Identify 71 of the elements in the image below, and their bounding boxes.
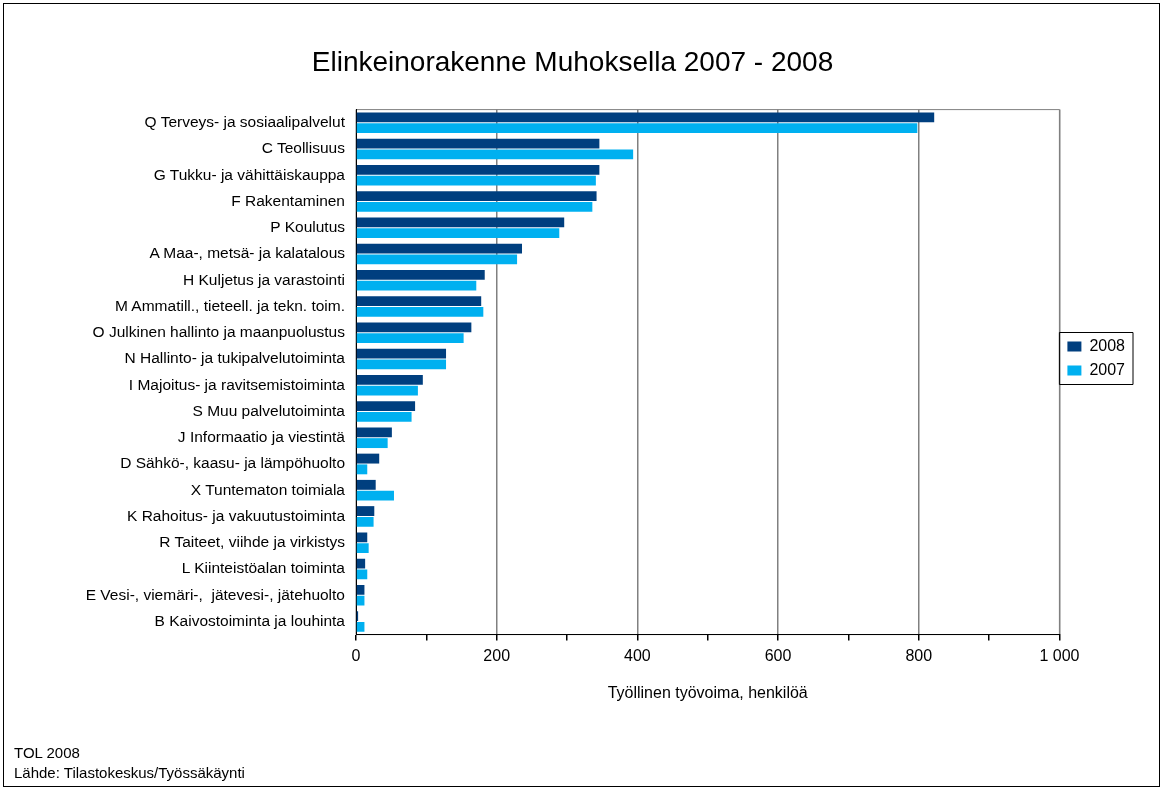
bar bbox=[356, 201, 593, 212]
y-tick-label: O Julkinen hallinto ja maanpuolustus bbox=[92, 323, 346, 341]
bar bbox=[356, 506, 375, 517]
y-tick-label: L Kiinteistöalan toiminta bbox=[181, 559, 346, 577]
y-tick-label: B Kaivostoiminta ja louhinta bbox=[154, 611, 346, 629]
y-tick-label: H Kuljetus ja varastointi bbox=[183, 270, 345, 288]
x-tick-label: 1 000 bbox=[1039, 646, 1080, 664]
y-tick-label: K Rahoitus- ja vakuutustoiminta bbox=[127, 506, 346, 524]
y-tick-label: E Vesi-, viemäri-, jätevesi-, jätehuolto bbox=[85, 585, 345, 603]
x-tick-label: 200 bbox=[483, 646, 511, 664]
bar bbox=[356, 191, 597, 202]
bar bbox=[356, 306, 484, 317]
y-tick-label: G Tukku- ja vähittäiskauppa bbox=[153, 165, 346, 183]
y-tick-label: X Tuntematon toimiala bbox=[190, 480, 346, 498]
bar bbox=[356, 217, 565, 228]
bar bbox=[356, 138, 600, 149]
bar bbox=[356, 490, 394, 501]
bar bbox=[356, 359, 447, 370]
bar bbox=[356, 569, 368, 580]
y-tick-label: J Informaatio ja viestintä bbox=[177, 428, 346, 446]
bar bbox=[356, 243, 522, 254]
bar bbox=[356, 254, 518, 265]
bar bbox=[356, 464, 368, 475]
bar bbox=[356, 438, 388, 449]
x-tick-label: 0 bbox=[351, 646, 361, 664]
y-tick-label: N Hallinto- ja tukipalvelutoiminta bbox=[124, 349, 346, 367]
bar bbox=[356, 401, 416, 412]
bar bbox=[356, 558, 366, 569]
bar bbox=[356, 123, 918, 134]
y-tick-label: P Koulutus bbox=[270, 218, 346, 236]
bar bbox=[356, 516, 374, 527]
y-tick-label: S Muu palvelutoiminta bbox=[192, 401, 346, 419]
bar bbox=[356, 543, 369, 554]
text: TOL 2008 bbox=[14, 743, 81, 763]
bar bbox=[356, 269, 485, 280]
chart-title: Elinkeinorakenne Muhoksella 2007 - 2008 bbox=[311, 45, 834, 77]
bar bbox=[356, 322, 472, 333]
bar bbox=[356, 149, 634, 160]
y-tick-label: F Rakentaminen bbox=[231, 191, 345, 209]
bar bbox=[356, 427, 392, 438]
y-tick-label: Q Terveys- ja sosiaalipalvelut bbox=[144, 113, 346, 131]
y-tick-label: R Taiteet, viihde ja virkistys bbox=[159, 533, 346, 551]
y-tick-label: A Maa-, metsä- ja kalatalous bbox=[149, 244, 346, 262]
bar bbox=[356, 453, 380, 464]
legend-label: 2008 bbox=[1089, 336, 1126, 354]
bar bbox=[356, 621, 365, 632]
legend-label: 2007 bbox=[1089, 360, 1126, 378]
x-tick-label: 400 bbox=[624, 646, 651, 664]
bar bbox=[356, 112, 935, 123]
text: Lähde: Tilastokeskus/Työssäkäynti bbox=[14, 763, 245, 783]
x-axis-title: Työllinen työvoima, henkilöä bbox=[607, 683, 808, 701]
bar bbox=[356, 479, 376, 490]
y-tick-label: I Majoitus- ja ravitsemistoiminta bbox=[128, 375, 346, 393]
bar bbox=[356, 333, 464, 344]
bar bbox=[356, 296, 482, 307]
bar bbox=[356, 175, 596, 186]
bar bbox=[356, 385, 418, 396]
bar bbox=[356, 164, 600, 175]
bar bbox=[356, 280, 477, 291]
x-tick-label: 800 bbox=[905, 646, 933, 664]
bar bbox=[356, 228, 560, 239]
y-tick-label: C Teollisuus bbox=[261, 139, 346, 157]
y-tick-label: D Sähkö-, kaasu- ja lämpöhuolto bbox=[120, 454, 345, 472]
bar bbox=[356, 584, 365, 595]
bar bbox=[356, 411, 412, 422]
bar bbox=[356, 532, 368, 543]
bar bbox=[356, 374, 423, 385]
y-tick-label: M Ammatill., tieteell. ja tekn. toim. bbox=[115, 296, 345, 314]
bar bbox=[356, 348, 447, 359]
x-tick-label: 600 bbox=[764, 646, 792, 664]
bar bbox=[356, 595, 365, 606]
